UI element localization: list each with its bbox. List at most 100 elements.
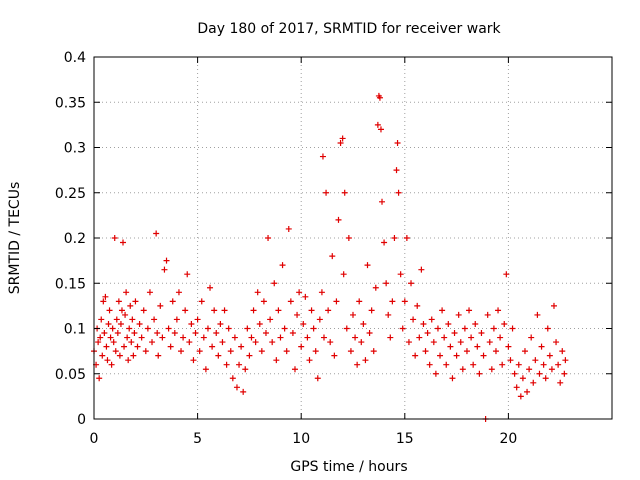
data-point <box>358 339 365 346</box>
data-point <box>526 366 533 373</box>
data-point <box>180 334 187 341</box>
y-tick-label: 0.05 <box>55 367 86 383</box>
data-point <box>379 198 386 205</box>
data-point <box>507 357 514 364</box>
data-point <box>515 361 522 368</box>
data-point <box>109 325 116 332</box>
data-point <box>107 334 114 341</box>
data-point <box>327 339 334 346</box>
data-point <box>146 289 153 296</box>
data-point <box>233 384 240 391</box>
data-point <box>354 361 361 368</box>
data-point <box>296 289 303 296</box>
data-point <box>405 339 412 346</box>
data-point <box>254 289 261 296</box>
data-point <box>129 316 136 323</box>
data-point <box>426 361 433 368</box>
data-point <box>182 307 189 314</box>
data-point <box>200 334 207 341</box>
data-point <box>161 266 168 273</box>
data-point <box>204 325 211 332</box>
data-point <box>190 357 197 364</box>
data-point <box>291 366 298 373</box>
data-point <box>269 339 276 346</box>
data-point <box>372 284 379 291</box>
data-point <box>167 343 174 350</box>
data-point <box>360 320 367 327</box>
data-point <box>308 307 315 314</box>
data-point <box>383 280 390 287</box>
data-point <box>399 325 406 332</box>
data-point <box>451 330 458 337</box>
data-point <box>329 253 336 260</box>
data-point <box>118 307 125 314</box>
data-point <box>171 330 178 337</box>
x-tick-label: 10 <box>292 431 310 447</box>
data-point <box>271 280 278 287</box>
data-point <box>333 298 340 305</box>
data-point <box>428 316 435 323</box>
data-point <box>219 339 226 346</box>
data-point <box>492 348 499 355</box>
data-point <box>472 320 479 327</box>
data-point <box>505 343 512 350</box>
data-point <box>457 339 464 346</box>
data-point <box>387 334 394 341</box>
data-point <box>401 298 408 305</box>
data-point <box>459 366 466 373</box>
data-point <box>325 307 332 314</box>
data-point <box>225 325 232 332</box>
data-point <box>362 357 369 364</box>
data-point <box>542 375 549 382</box>
data-point <box>275 307 282 314</box>
data-point <box>138 334 145 341</box>
data-point <box>511 370 518 377</box>
data-point <box>532 357 539 364</box>
data-point <box>242 366 249 373</box>
data-point <box>267 316 274 323</box>
data-point <box>217 320 224 327</box>
data-point <box>509 325 516 332</box>
data-points <box>91 92 569 422</box>
y-tick-label: 0 <box>77 412 86 428</box>
data-point <box>159 334 166 341</box>
data-point <box>503 271 510 278</box>
data-point <box>99 352 106 359</box>
data-point <box>209 343 216 350</box>
data-point <box>186 339 193 346</box>
data-point <box>323 189 330 196</box>
data-point <box>238 343 245 350</box>
data-point <box>528 334 535 341</box>
data-point <box>154 330 161 337</box>
data-point <box>416 334 423 341</box>
data-point <box>352 334 359 341</box>
data-point <box>538 343 545 350</box>
data-point <box>463 348 470 355</box>
data-point <box>345 235 352 241</box>
data-point <box>356 298 363 305</box>
data-point <box>312 348 319 355</box>
y-tick-label: 0.3 <box>64 141 86 157</box>
x-tick-label: 20 <box>499 431 517 447</box>
data-point <box>519 375 526 382</box>
data-point <box>103 343 110 350</box>
data-point <box>391 235 398 241</box>
data-point <box>289 330 296 337</box>
data-point <box>499 361 506 368</box>
data-point <box>561 370 568 377</box>
data-point <box>157 302 164 309</box>
data-point <box>178 348 185 355</box>
data-point <box>420 320 427 327</box>
data-point <box>198 298 205 305</box>
data-point <box>524 388 531 395</box>
data-point <box>540 361 547 368</box>
data-point <box>101 330 108 337</box>
data-point <box>100 298 107 305</box>
data-point <box>121 343 128 350</box>
data-point <box>113 316 120 323</box>
data-point <box>453 352 460 359</box>
data-point <box>430 339 437 346</box>
data-point <box>298 343 305 350</box>
